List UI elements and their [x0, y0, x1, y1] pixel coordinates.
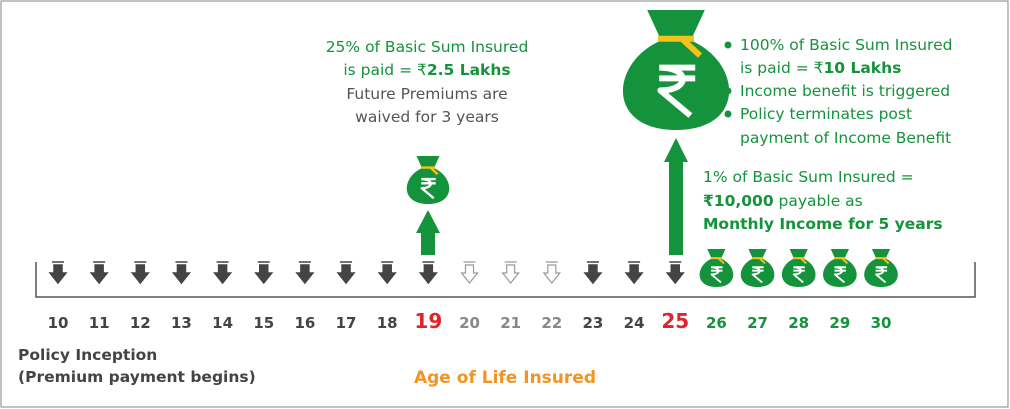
- money-bag: [622, 10, 730, 130]
- bag-neck: [830, 249, 849, 259]
- bullet: [724, 110, 732, 118]
- text: ₹10,000: [703, 192, 774, 210]
- down-arrow: [89, 261, 109, 285]
- text: is paid = ₹2.5 Lakhs: [343, 61, 510, 79]
- down-arrow: [48, 261, 68, 285]
- rupee-icon: [833, 266, 846, 284]
- income-note: 1% of Basic Sum Insured = ₹10,000 payabl…: [703, 168, 943, 233]
- age-label: 13: [171, 314, 192, 332]
- rupee-icon: [657, 64, 696, 118]
- age-label: 23: [583, 314, 604, 332]
- up-arrow: [664, 138, 688, 255]
- money-bag: [823, 249, 857, 287]
- text: 2.5 Lakhs: [427, 61, 511, 79]
- age-label: 28: [788, 314, 809, 332]
- down-arrow: [336, 261, 356, 285]
- text: ₹10,000 payable as: [703, 192, 863, 210]
- axis-title: Age of Life Insured: [414, 368, 596, 388]
- text: is paid = ₹: [343, 61, 427, 79]
- down-arrow: [418, 261, 438, 285]
- bag-tie: [658, 35, 703, 58]
- text: (Premium payment begins): [18, 368, 256, 386]
- text: payable as: [774, 192, 863, 210]
- rupee-icon: [792, 266, 805, 284]
- left-note: 25% of Basic Sum Insured is paid = ₹2.5 …: [326, 38, 529, 126]
- age-label: 10: [48, 314, 69, 332]
- bag-tie: [875, 257, 890, 265]
- up-arrow: [416, 210, 440, 255]
- rupee-icon: [751, 266, 764, 284]
- bag-tie: [751, 257, 766, 265]
- right-note: 100% of Basic Sum Insured is paid = ₹10 …: [724, 36, 952, 147]
- age-label: 16: [294, 314, 315, 332]
- age-label: 17: [336, 314, 357, 332]
- down-arrow: [171, 261, 192, 285]
- bag-neck: [416, 156, 440, 169]
- age-label: 12: [130, 314, 151, 332]
- age-label: 15: [253, 314, 274, 332]
- rupee-icon: [420, 177, 436, 200]
- bag-tie: [793, 257, 807, 265]
- down-arrow: [624, 261, 644, 285]
- down-arrow: [295, 261, 315, 285]
- timeline: [35, 262, 976, 298]
- age-label: 27: [747, 314, 768, 332]
- text: 100% of Basic Sum Insured: [740, 36, 952, 54]
- age-label: 22: [541, 314, 562, 332]
- down-arrow: [542, 261, 562, 284]
- text: 1% of Basic Sum Insured =: [703, 168, 914, 186]
- age-label: 18: [377, 314, 398, 332]
- age-label: 11: [89, 314, 110, 332]
- down-arrow: [501, 261, 520, 284]
- money-bag: [699, 249, 734, 287]
- money-bag: [864, 249, 898, 287]
- down-arrow: [130, 261, 150, 285]
- text: Policy terminates post: [740, 105, 912, 123]
- text: 10 Lakhs: [824, 59, 902, 77]
- bag-neck: [789, 249, 808, 259]
- money-bag: [740, 249, 775, 287]
- money-bag: [406, 156, 450, 204]
- bag-neck: [748, 249, 767, 259]
- age-label: 14: [212, 314, 233, 332]
- rupee-icon: [710, 266, 723, 284]
- bag-neck: [647, 10, 705, 42]
- age-label: 24: [624, 314, 645, 332]
- rupee-icon: [875, 266, 888, 284]
- text: 25% of Basic Sum Insured: [326, 38, 529, 56]
- age-label: 29: [829, 314, 850, 332]
- age-label: 20: [459, 314, 480, 332]
- age-label: 25: [661, 309, 689, 333]
- down-arrow: [460, 261, 479, 284]
- bag-tie: [834, 257, 849, 265]
- bag-tie: [710, 257, 725, 265]
- text: Monthly Income for 5 years: [703, 215, 943, 233]
- age-label: 21: [500, 314, 521, 332]
- down-arrow: [213, 261, 233, 285]
- bag-tie: [420, 166, 439, 176]
- bag-neck: [871, 249, 891, 259]
- age-label: 30: [871, 314, 892, 332]
- age-label: 19: [414, 309, 442, 333]
- money-bag: [781, 249, 816, 287]
- down-arrow: [665, 261, 685, 285]
- down-arrow: [377, 261, 397, 285]
- age-label: 26: [706, 314, 727, 332]
- down-arrow: [583, 261, 603, 285]
- text: waived for 3 years: [355, 108, 499, 126]
- text: is paid = ₹: [740, 59, 824, 77]
- text: Income benefit is triggered: [740, 82, 950, 100]
- text: Policy Inception: [18, 346, 157, 364]
- bullet: [724, 41, 732, 49]
- down-arrow: [254, 261, 274, 285]
- text: is paid = ₹10 Lakhs: [740, 59, 901, 77]
- text: payment of Income Benefit: [740, 129, 951, 147]
- bag-neck: [707, 249, 726, 259]
- text: Future Premiums are: [346, 85, 507, 103]
